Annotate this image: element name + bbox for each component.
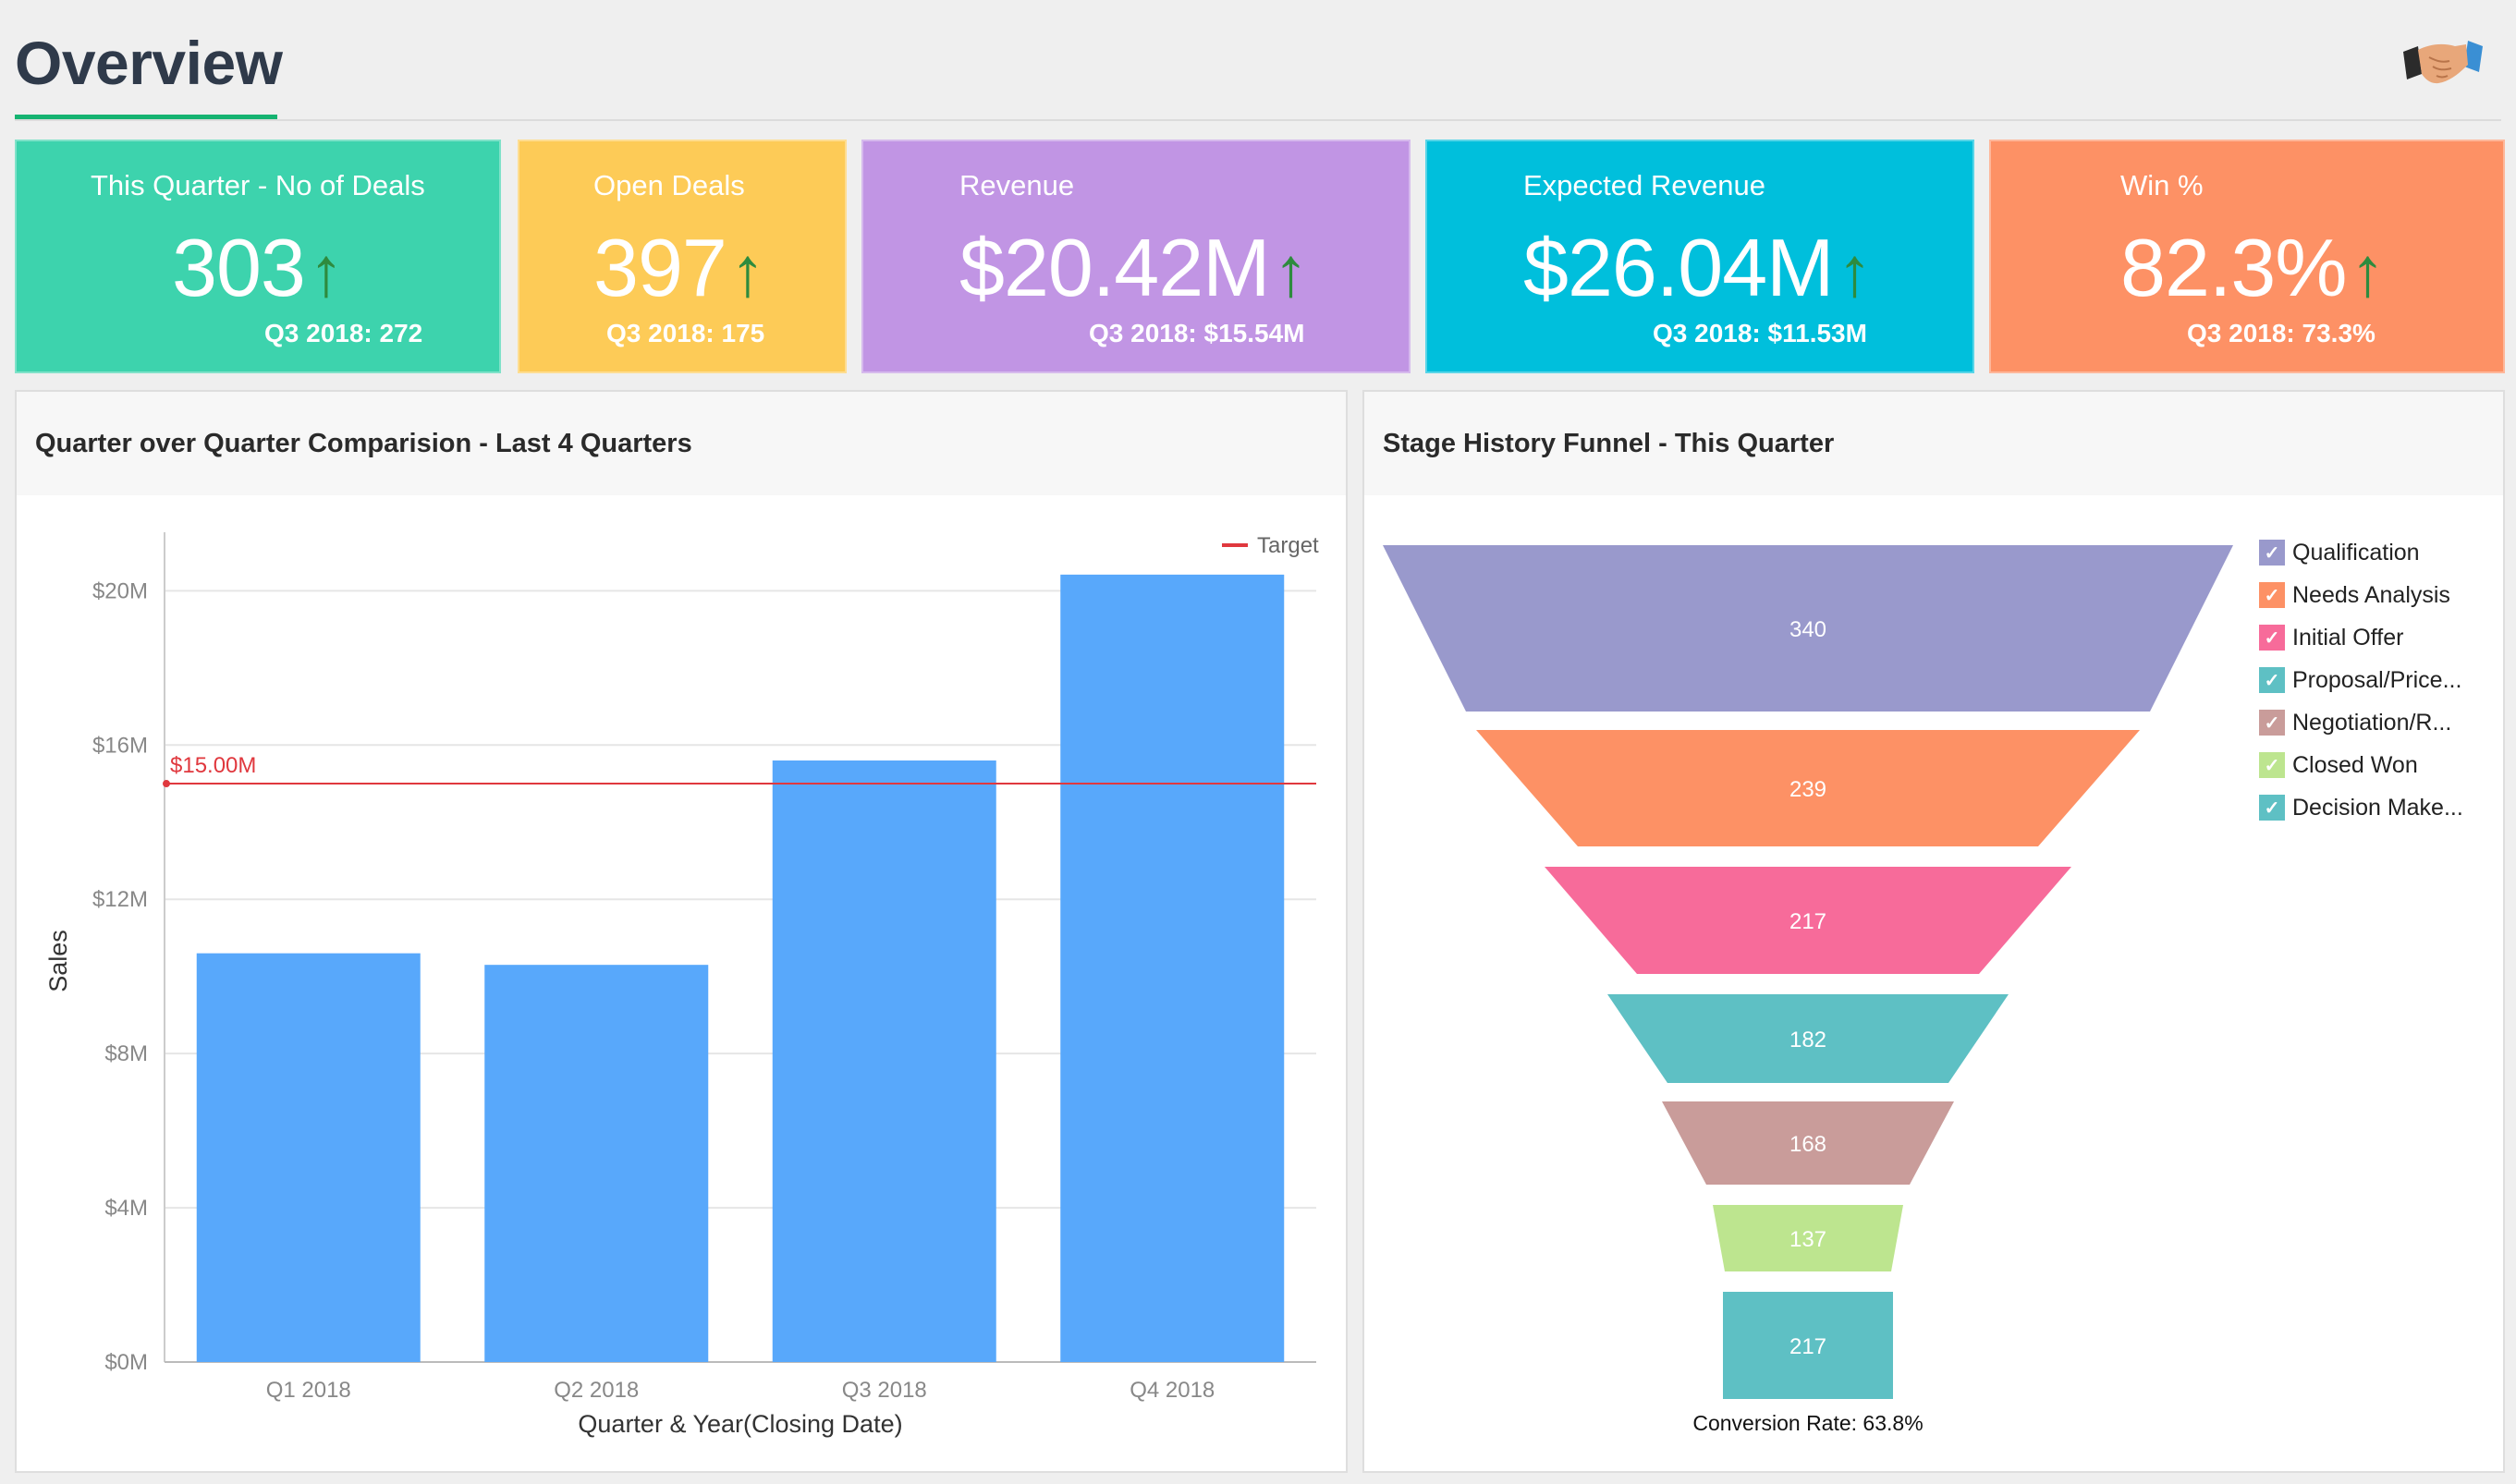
funnel-segment[interactable]	[1713, 1205, 1903, 1271]
checkbox-checked-icon[interactable]: ✓	[2259, 667, 2285, 693]
funnel-value-label: 137	[1789, 1227, 1826, 1252]
page-title: Overview	[15, 29, 283, 97]
handshake-icon[interactable]	[2401, 33, 2485, 92]
arrow-up-icon: ↑	[2350, 233, 2386, 311]
funnel-value-label: 340	[1789, 617, 1826, 642]
kpi-previous: Q3 2018: 272	[264, 319, 423, 347]
x-tick-label: Q4 2018	[1130, 1378, 1215, 1403]
legend-item[interactable]: ✓ Needs Analysis	[2259, 574, 2463, 616]
legend-target-label[interactable]: Target	[1257, 533, 1319, 558]
conversion-rate-label: Conversion Rate: 63.8%	[1692, 1411, 1923, 1435]
panel-title: Stage History Funnel - This Quarter	[1383, 429, 1835, 458]
kpi-label: Expected Revenue	[1523, 169, 1765, 201]
checkbox-checked-icon[interactable]: ✓	[2259, 710, 2285, 736]
arrow-up-icon: ↑	[1273, 233, 1308, 311]
kpi-value: 303↑	[172, 222, 344, 313]
panel-header: Quarter over Quarter Comparision - Last …	[17, 392, 1346, 495]
legend-item[interactable]: ✓ Negotiation/R...	[2259, 701, 2463, 744]
funnel-segment[interactable]	[1545, 867, 2071, 974]
legend-item[interactable]: ✓ Proposal/Price...	[2259, 659, 2463, 701]
legend-label: Proposal/Price...	[2292, 666, 2462, 693]
funnel-segment[interactable]	[1662, 1101, 1954, 1185]
legend-label: Closed Won	[2292, 751, 2418, 778]
kpi-value: $20.42M↑	[959, 222, 1308, 313]
legend-item[interactable]: ✓ Qualification	[2259, 531, 2463, 574]
page-header: Overview	[0, 0, 2516, 122]
x-tick-label: Q3 2018	[842, 1378, 927, 1403]
checkbox-checked-icon[interactable]: ✓	[2259, 582, 2285, 608]
target-marker	[163, 780, 170, 788]
kpi-previous: Q3 2018: 175	[606, 319, 765, 347]
legend-label: Needs Analysis	[2292, 581, 2450, 608]
kpi-card-win-percent[interactable]: Win % 82.3%↑ Q3 2018: 73.3%	[1989, 140, 2505, 373]
kpi-value: $26.04M↑	[1523, 222, 1872, 313]
panel-header: Stage History Funnel - This Quarter	[1364, 392, 2503, 495]
kpi-card-revenue[interactable]: Revenue $20.42M↑ Q3 2018: $15.54M	[861, 140, 1411, 373]
arrow-up-icon: ↑	[729, 233, 765, 311]
kpi-label: Open Deals	[593, 169, 745, 201]
target-data-label: $15.00M	[170, 753, 256, 778]
qoq-bar-chart: $0M $4M $8M $12M $16M $20M Q1 2018 Q2 2018 Q3 20…	[44, 532, 1319, 1438]
y-tick-label: $4M	[104, 1196, 148, 1221]
kpi-previous: Q3 2018: $15.54M	[1089, 319, 1305, 347]
funnel-value-label: 217	[1789, 1334, 1826, 1359]
y-tick-label: $12M	[92, 887, 148, 912]
kpi-label: This Quarter - No of Deals	[91, 169, 425, 201]
kpi-label: Revenue	[959, 169, 1075, 201]
legend-label: Qualification	[2292, 539, 2420, 566]
arrow-up-icon: ↑	[1837, 233, 1872, 311]
bar[interactable]	[772, 760, 996, 1362]
checkbox-checked-icon[interactable]: ✓	[2259, 752, 2285, 778]
checkbox-checked-icon[interactable]: ✓	[2259, 625, 2285, 651]
kpi-previous: Q3 2018: $11.53M	[1653, 319, 1867, 347]
y-tick-label: $20M	[92, 578, 148, 603]
arrow-up-icon: ↑	[308, 233, 344, 311]
kpi-label: Win %	[2120, 169, 2204, 201]
funnel-segment[interactable]	[1383, 545, 2233, 712]
y-tick-label: $8M	[104, 1041, 148, 1066]
funnel-segment[interactable]	[1476, 730, 2140, 846]
kpi-card-open-deals[interactable]: Open Deals 397↑ Q3 2018: 175	[518, 140, 847, 373]
panel-title: Quarter over Quarter Comparision - Last …	[35, 429, 692, 458]
funnel-legend: ✓ Qualification ✓ Needs Analysis ✓ Initial Of…	[2259, 531, 2463, 829]
header-divider	[15, 119, 2501, 121]
legend-label: Initial Offer	[2292, 624, 2404, 651]
stage-funnel-chart: 340 239 217 182 168 137 217 Conversion Rate: 63…	[1383, 545, 2233, 1435]
kpi-card-expected-revenue[interactable]: Expected Revenue $26.04M↑ Q3 2018: $11.5…	[1425, 140, 1974, 373]
kpi-value: 82.3%↑	[2120, 222, 2386, 313]
x-tick-label: Q1 2018	[266, 1378, 351, 1403]
kpi-card-deals[interactable]: This Quarter - No of Deals 303↑ Q3 2018:…	[15, 140, 501, 373]
kpi-value: 397↑	[593, 222, 765, 313]
legend-label: Decision Make...	[2292, 794, 2463, 821]
checkbox-checked-icon[interactable]: ✓	[2259, 540, 2285, 566]
legend-item[interactable]: ✓ Closed Won	[2259, 744, 2463, 786]
legend-item[interactable]: ✓ Decision Make...	[2259, 786, 2463, 829]
legend-item[interactable]: ✓ Initial Offer	[2259, 616, 2463, 659]
bar[interactable]	[484, 965, 709, 1362]
funnel-value-label: 239	[1789, 777, 1826, 802]
bar[interactable]	[196, 953, 421, 1362]
legend-label: Negotiation/R...	[2292, 709, 2452, 736]
title-underline	[15, 115, 277, 119]
funnel-value-label: 168	[1789, 1132, 1826, 1157]
funnel-value-label: 182	[1789, 1028, 1826, 1052]
funnel-segment[interactable]	[1723, 1292, 1893, 1399]
kpi-previous: Q3 2018: 73.3%	[2187, 319, 2376, 347]
y-axis-title: Sales	[44, 930, 72, 992]
x-tick-label: Q2 2018	[554, 1378, 639, 1403]
funnel-value-label: 217	[1789, 909, 1826, 934]
bar[interactable]	[1060, 574, 1285, 1362]
checkbox-checked-icon[interactable]: ✓	[2259, 795, 2285, 821]
x-axis-title: Quarter & Year(Closing Date)	[578, 1410, 902, 1438]
funnel-segment[interactable]	[1607, 994, 2009, 1083]
y-tick-label: $0M	[104, 1350, 148, 1375]
y-tick-label: $16M	[92, 733, 148, 758]
